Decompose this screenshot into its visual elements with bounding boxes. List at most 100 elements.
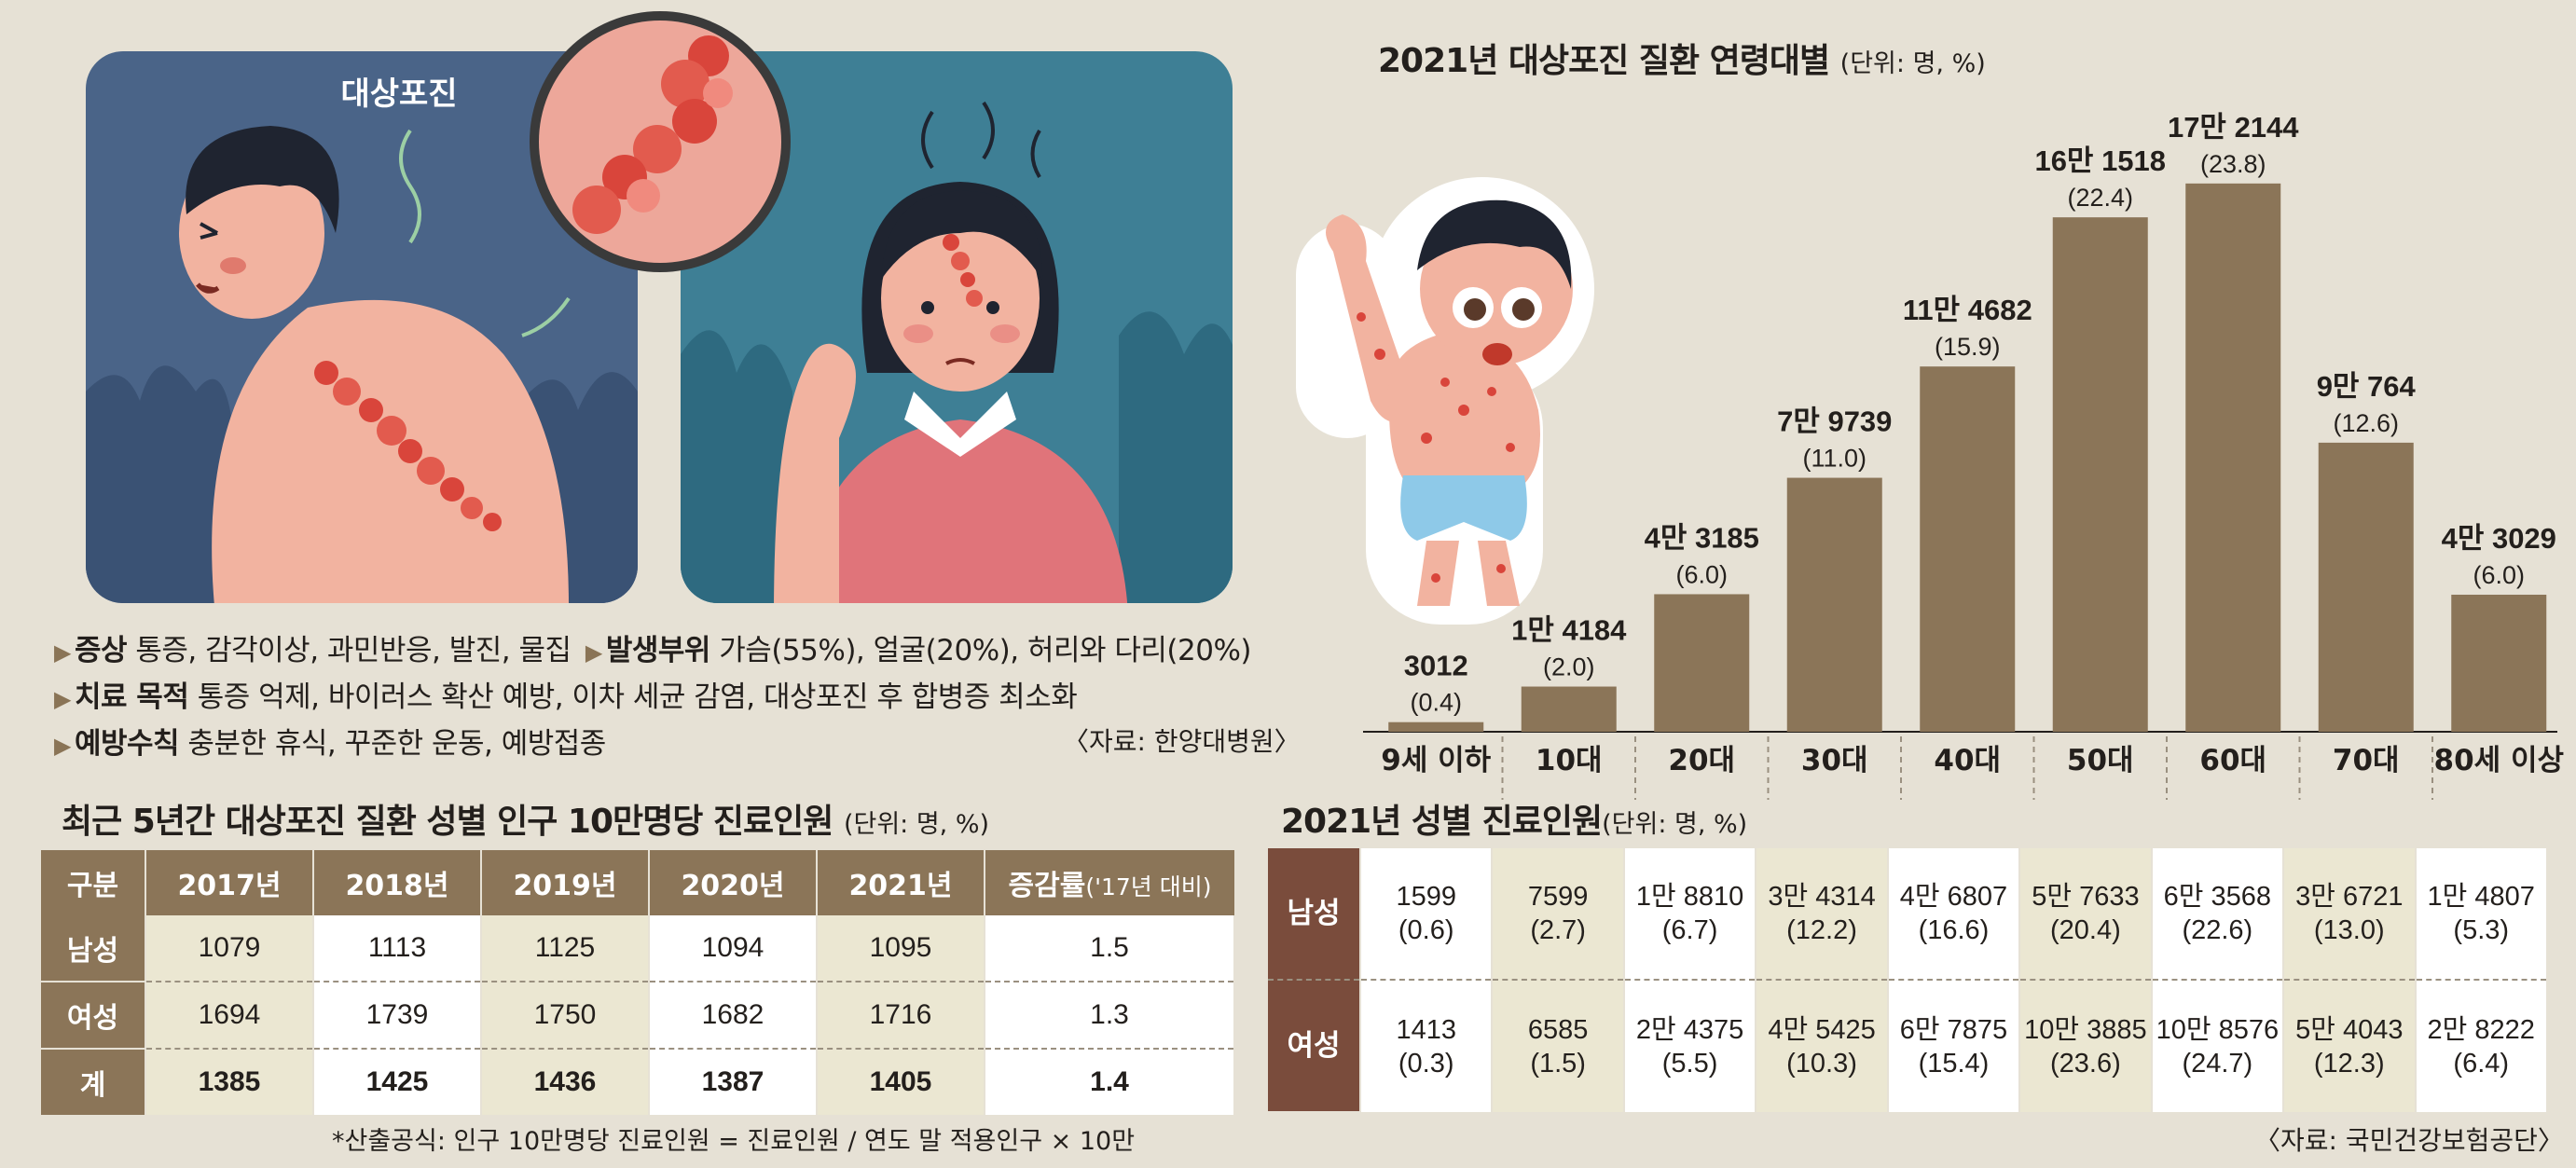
- table2-row: 남성 1599 (0.6) 7599 (2.7) 1만 8810 (6.7) 3만 4314(…: [1268, 848, 2548, 981]
- bar-value-label: 1만 4184: [1511, 614, 1627, 647]
- table1-header-cell: 구분: [41, 850, 146, 915]
- x-tick-label: 80세 이상: [2434, 744, 2565, 777]
- info-symptom-line: ▶ 증상 통증, 감각이상, 과민반응, 발진, 물집 ▶ 발생부위 가슴(55%)…: [54, 626, 1252, 668]
- bar-chart-unit: (단위: 명, %): [1839, 49, 1986, 78]
- triangle-bullet-icon: ▶: [54, 686, 71, 712]
- table1-cell: 1094: [649, 915, 818, 982]
- table2-cell: 6585 (1.5): [1492, 980, 1625, 1112]
- x-tick-label: 9세 이하: [1381, 744, 1491, 777]
- bar: [1654, 594, 1750, 732]
- table2-cell-percent: (20.4): [2050, 915, 2121, 945]
- gender-age-table: 남성 1599 (0.6) 7599 (2.7) 1만 8810 (6.7) 3만 4314(…: [1268, 848, 2548, 1113]
- table1-header-cell: 2021년: [817, 850, 985, 915]
- table2-cell: 5만 4043 (12.3): [2283, 980, 2417, 1112]
- table2-cell-value: 5만 4043: [2295, 1014, 2404, 1045]
- table1-header-row: 구분 2017년 2018년 2019년 2020년 2021년 증감률('17…: [41, 850, 1234, 915]
- table2-cell-percent: (23.6): [2050, 1048, 2121, 1079]
- table1-cell: 1.5: [985, 915, 1235, 982]
- table2-row-label: 남성: [1268, 848, 1361, 981]
- bar-percent-label: (12.6): [2333, 409, 2399, 437]
- table2-cell-percent: (16.6): [1918, 915, 1990, 945]
- prevention-label: 예방수칙: [74, 727, 180, 761]
- symptom-text: 통증, 감각이상, 과민반응, 발진, 물집: [135, 634, 572, 667]
- table1-cell: 1095: [817, 915, 985, 982]
- table2-cell-value: 10만 8576: [2156, 1014, 2280, 1045]
- table2-cell-value: 6만 3568: [2163, 882, 2272, 912]
- triangle-bullet-icon: ▶: [54, 639, 71, 666]
- table2-cell-value: 1만 8810: [1635, 882, 1744, 912]
- table2-cell-value: 4만 6807: [1899, 882, 2008, 912]
- table2-cell-percent: (22.6): [2182, 915, 2253, 945]
- bar-percent-label: (0.4): [1410, 689, 1462, 717]
- table2-cell: 7599 (2.7): [1492, 848, 1625, 981]
- bar: [2451, 594, 2547, 732]
- bar-value-label: 3012: [1404, 650, 1468, 682]
- table2-cell-percent: (13.0): [2313, 915, 2385, 945]
- table2-cell-percent: (5.5): [1661, 1048, 1718, 1079]
- triangle-bullet-icon: ▶: [585, 639, 602, 666]
- bar-percent-label: (22.4): [2067, 184, 2133, 212]
- table1-header-cell: 2017년: [145, 850, 314, 915]
- bar-value-label: 4만 3185: [1645, 521, 1759, 554]
- x-tick-label: 30대: [1801, 744, 1868, 777]
- bar-value-label: 16만 1518: [2034, 144, 2166, 177]
- site-text: 가슴(55%), 얼굴(20%), 허리와 다리(20%): [719, 634, 1252, 667]
- face-rash: [943, 234, 983, 307]
- table2-cell: 4만 5425 (10.3): [1756, 980, 1889, 1112]
- bar-percent-label: (11.0): [1802, 445, 1867, 473]
- symptom-label: 증상: [74, 634, 128, 667]
- bar-chart-title: 2021년 대상포진 질환 연령대별 (단위: 명, %): [1378, 34, 1986, 82]
- x-tick-label: 10대: [1536, 744, 1603, 777]
- table1-header-cell: 2020년: [649, 850, 818, 915]
- table1-cell: 1079: [145, 915, 314, 982]
- table1-unit: (단위: 명, %): [843, 810, 990, 839]
- table1-cell: 1436: [481, 1049, 650, 1115]
- table1-cell: 1405: [817, 1049, 985, 1115]
- growth-header-note: ('17년 대비): [1085, 873, 1212, 900]
- table2-cell: 2만 8222 (6.4): [2415, 980, 2548, 1112]
- table2-cell-percent: (2.7): [1530, 915, 1586, 945]
- table2-title: 2021년 성별 진료인원(단위: 명, %): [1281, 794, 1747, 843]
- table1-row: 남성 1079 1113 1125 1094 1095 1.5: [41, 915, 1235, 982]
- table1-row: 계 1385 1425 1436 1387 1405 1.4: [41, 1049, 1235, 1115]
- table2-cell-percent: (15.4): [1918, 1048, 1990, 1079]
- table2-cell-percent: (6.7): [1661, 915, 1718, 945]
- x-tick-label: 40대: [1934, 744, 2001, 777]
- table1-cell: 1694: [145, 982, 314, 1050]
- table2-cell: 6만 3568 (22.6): [2151, 848, 2285, 981]
- table1-cell: 1.4: [985, 1049, 1235, 1115]
- table1-cell: 1716: [817, 982, 985, 1050]
- growth-header-label: 증감률: [1008, 870, 1086, 902]
- table1-cell: 1387: [649, 1049, 818, 1115]
- table2-cell-percent: (0.6): [1398, 915, 1454, 945]
- table2-cell-value: 10만 3885: [2024, 1014, 2147, 1045]
- bar-value-label: 7만 9739: [1777, 405, 1892, 438]
- table2-cell: 10만 3885 (23.6): [2019, 980, 2153, 1112]
- info-source: 〈자료: 한양대병원〉: [1063, 726, 1301, 757]
- bar-value-label: 17만 2144: [2168, 111, 2299, 144]
- table2-cell: 1599 (0.6): [1360, 848, 1494, 981]
- table2-cell-percent: (24.7): [2182, 1048, 2253, 1079]
- x-tick-label: 20대: [1668, 744, 1735, 777]
- table1-header-cell: 2019년: [481, 850, 650, 915]
- table2-cell: 4만 6807 (16.6): [1887, 848, 2021, 981]
- treatment-text: 통증 억제, 바이러스 확산 예방, 이차 세균 감염, 대상포진 후 합병증 …: [197, 680, 1078, 714]
- triangle-bullet-icon: ▶: [54, 733, 71, 759]
- table2-cell-value: 7599: [1527, 882, 1589, 912]
- table2-cell-value: 3만 6721: [2295, 882, 2404, 912]
- table1-footnote: *산출공식: 인구 10만명당 진료인원 = 진료인원 / 연도 말 적용인구 …: [332, 1127, 1136, 1156]
- table2-cell-value: 5만 7633: [2032, 882, 2140, 912]
- bar: [2318, 442, 2414, 732]
- site-label: 발생부위: [605, 634, 711, 667]
- table1-cell: 1750: [481, 982, 650, 1050]
- table2-row-label: 여성: [1268, 980, 1361, 1113]
- bar-value-label: 4만 3029: [2442, 522, 2556, 555]
- table2-cell: 3만 4314 (12.2): [1756, 848, 1889, 981]
- child-illustration: [1296, 177, 1594, 625]
- x-tick-label: 70대: [2333, 744, 2400, 777]
- table1-cell: 1113: [313, 915, 482, 982]
- table2-cell-value: 1만 4807: [2427, 882, 2535, 912]
- table2-cell-value: 4만 5425: [1768, 1014, 1876, 1045]
- bar-value-label: 9만 764: [2317, 370, 2417, 403]
- table1-header-cell: 2018년: [313, 850, 482, 915]
